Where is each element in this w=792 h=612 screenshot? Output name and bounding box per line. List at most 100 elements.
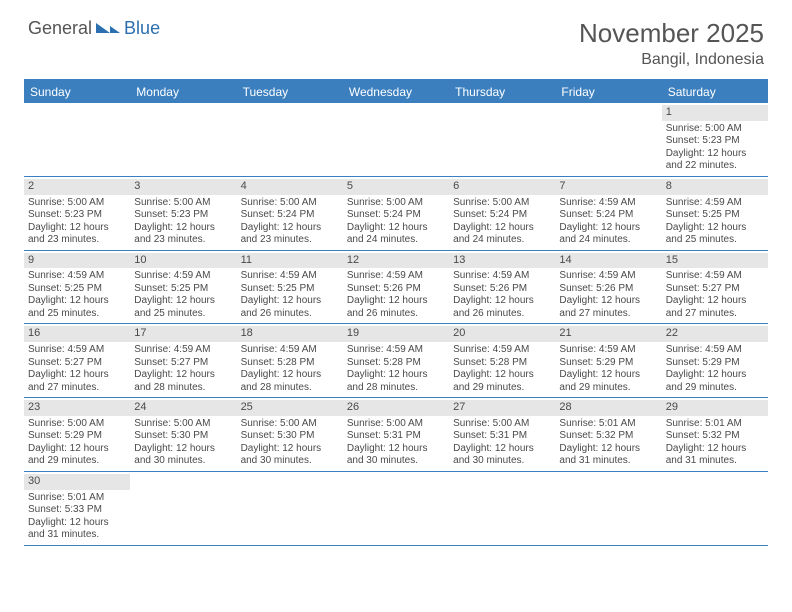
cell-d1: Daylight: 12 hours: [28, 369, 126, 382]
day-cell: 24Sunrise: 5:00 AMSunset: 5:30 PMDayligh…: [130, 398, 236, 471]
daynum-bar: 21: [555, 326, 661, 342]
cell-ss: Sunset: 5:27 PM: [28, 357, 126, 370]
cell-d2: and 29 minutes.: [666, 382, 764, 395]
cell-d1: Daylight: 12 hours: [347, 295, 445, 308]
cell-d1: Daylight: 12 hours: [666, 148, 764, 161]
day-cell: 30Sunrise: 5:01 AMSunset: 5:33 PMDayligh…: [24, 472, 130, 545]
day-cell: 3Sunrise: 5:00 AMSunset: 5:23 PMDaylight…: [130, 177, 236, 250]
day-cell: 7Sunrise: 4:59 AMSunset: 5:24 PMDaylight…: [555, 177, 661, 250]
daynum-bar: 18: [237, 326, 343, 342]
day-number: 29: [666, 401, 678, 413]
cell-ss: Sunset: 5:24 PM: [453, 209, 551, 222]
cell-sr: Sunrise: 5:00 AM: [347, 197, 445, 210]
dow-header: Friday: [555, 81, 661, 103]
daynum-bar: 6: [449, 179, 555, 195]
day-cell: 25Sunrise: 5:00 AMSunset: 5:30 PMDayligh…: [237, 398, 343, 471]
logo-sail2-icon: [110, 26, 120, 33]
cell-ss: Sunset: 5:29 PM: [666, 357, 764, 370]
day-cell: 18Sunrise: 4:59 AMSunset: 5:28 PMDayligh…: [237, 324, 343, 397]
cell-sr: Sunrise: 4:59 AM: [28, 344, 126, 357]
cell-ss: Sunset: 5:29 PM: [28, 430, 126, 443]
cell-d2: and 25 minutes.: [666, 234, 764, 247]
cell-d2: and 25 minutes.: [28, 308, 126, 321]
week-row: 23Sunrise: 5:00 AMSunset: 5:29 PMDayligh…: [24, 398, 768, 472]
cell-sr: Sunrise: 5:01 AM: [28, 492, 126, 505]
cell-d2: and 25 minutes.: [134, 308, 232, 321]
cell-sr: Sunrise: 5:01 AM: [559, 418, 657, 431]
day-cell: [662, 472, 768, 545]
cell-sr: Sunrise: 4:59 AM: [241, 344, 339, 357]
cell-d2: and 26 minutes.: [347, 308, 445, 321]
daynum-bar: 4: [237, 179, 343, 195]
day-number: 4: [241, 180, 247, 192]
dow-header: Sunday: [24, 81, 130, 103]
cell-d1: Daylight: 12 hours: [134, 222, 232, 235]
daynum-bar: 22: [662, 326, 768, 342]
brand-logo: General Blue: [28, 18, 160, 39]
cell-d2: and 24 minutes.: [347, 234, 445, 247]
cell-sr: Sunrise: 5:01 AM: [666, 418, 764, 431]
cell-d2: and 23 minutes.: [241, 234, 339, 247]
cell-d1: Daylight: 12 hours: [666, 369, 764, 382]
cell-d1: Daylight: 12 hours: [241, 369, 339, 382]
day-number: 13: [453, 254, 465, 266]
cell-d2: and 31 minutes.: [666, 455, 764, 468]
day-cell: 5Sunrise: 5:00 AMSunset: 5:24 PMDaylight…: [343, 177, 449, 250]
cell-ss: Sunset: 5:28 PM: [453, 357, 551, 370]
cell-d1: Daylight: 12 hours: [559, 222, 657, 235]
day-cell: 13Sunrise: 4:59 AMSunset: 5:26 PMDayligh…: [449, 251, 555, 324]
week-row: 9Sunrise: 4:59 AMSunset: 5:25 PMDaylight…: [24, 251, 768, 325]
cell-sr: Sunrise: 5:00 AM: [28, 418, 126, 431]
day-number: 14: [559, 254, 571, 266]
day-number: 10: [134, 254, 146, 266]
dow-header: Tuesday: [237, 81, 343, 103]
day-cell: [449, 472, 555, 545]
day-cell: [130, 472, 236, 545]
calendar-grid: SundayMondayTuesdayWednesdayThursdayFrid…: [24, 79, 768, 546]
cell-d1: Daylight: 12 hours: [28, 443, 126, 456]
daynum-bar: 2: [24, 179, 130, 195]
day-number: 21: [559, 327, 571, 339]
day-cell: [555, 103, 661, 176]
daynum-bar: 24: [130, 400, 236, 416]
cell-d2: and 29 minutes.: [559, 382, 657, 395]
daynum-bar: 15: [662, 253, 768, 269]
cell-d2: and 28 minutes.: [134, 382, 232, 395]
week-row: 1Sunrise: 5:00 AMSunset: 5:23 PMDaylight…: [24, 103, 768, 177]
day-number: 24: [134, 401, 146, 413]
cell-sr: Sunrise: 5:00 AM: [28, 197, 126, 210]
day-cell: 2Sunrise: 5:00 AMSunset: 5:23 PMDaylight…: [24, 177, 130, 250]
cell-sr: Sunrise: 5:00 AM: [666, 123, 764, 136]
day-cell: 23Sunrise: 5:00 AMSunset: 5:29 PMDayligh…: [24, 398, 130, 471]
cell-sr: Sunrise: 4:59 AM: [347, 344, 445, 357]
cell-sr: Sunrise: 4:59 AM: [559, 270, 657, 283]
location-label: Bangil, Indonesia: [579, 51, 764, 69]
brand-general: General: [28, 18, 92, 39]
day-number: 26: [347, 401, 359, 413]
daynum-bar: 26: [343, 400, 449, 416]
cell-d1: Daylight: 12 hours: [666, 443, 764, 456]
cell-d2: and 26 minutes.: [453, 308, 551, 321]
day-cell: 19Sunrise: 4:59 AMSunset: 5:28 PMDayligh…: [343, 324, 449, 397]
day-cell: 21Sunrise: 4:59 AMSunset: 5:29 PMDayligh…: [555, 324, 661, 397]
cell-d1: Daylight: 12 hours: [559, 295, 657, 308]
cell-ss: Sunset: 5:28 PM: [347, 357, 445, 370]
cell-d2: and 30 minutes.: [241, 455, 339, 468]
weeks-container: 1Sunrise: 5:00 AMSunset: 5:23 PMDaylight…: [24, 103, 768, 546]
day-cell: 1Sunrise: 5:00 AMSunset: 5:23 PMDaylight…: [662, 103, 768, 176]
cell-d2: and 30 minutes.: [134, 455, 232, 468]
cell-ss: Sunset: 5:24 PM: [559, 209, 657, 222]
day-cell: 8Sunrise: 4:59 AMSunset: 5:25 PMDaylight…: [662, 177, 768, 250]
page-header: General Blue November 2025 Bangil, Indon…: [0, 0, 792, 75]
day-cell: [449, 103, 555, 176]
cell-ss: Sunset: 5:32 PM: [666, 430, 764, 443]
cell-ss: Sunset: 5:32 PM: [559, 430, 657, 443]
daynum-bar: 13: [449, 253, 555, 269]
daynum-bar: 12: [343, 253, 449, 269]
cell-d2: and 31 minutes.: [28, 529, 126, 542]
day-number: 25: [241, 401, 253, 413]
cell-d1: Daylight: 12 hours: [666, 222, 764, 235]
cell-ss: Sunset: 5:25 PM: [28, 283, 126, 296]
day-cell: [555, 472, 661, 545]
cell-sr: Sunrise: 4:59 AM: [453, 270, 551, 283]
